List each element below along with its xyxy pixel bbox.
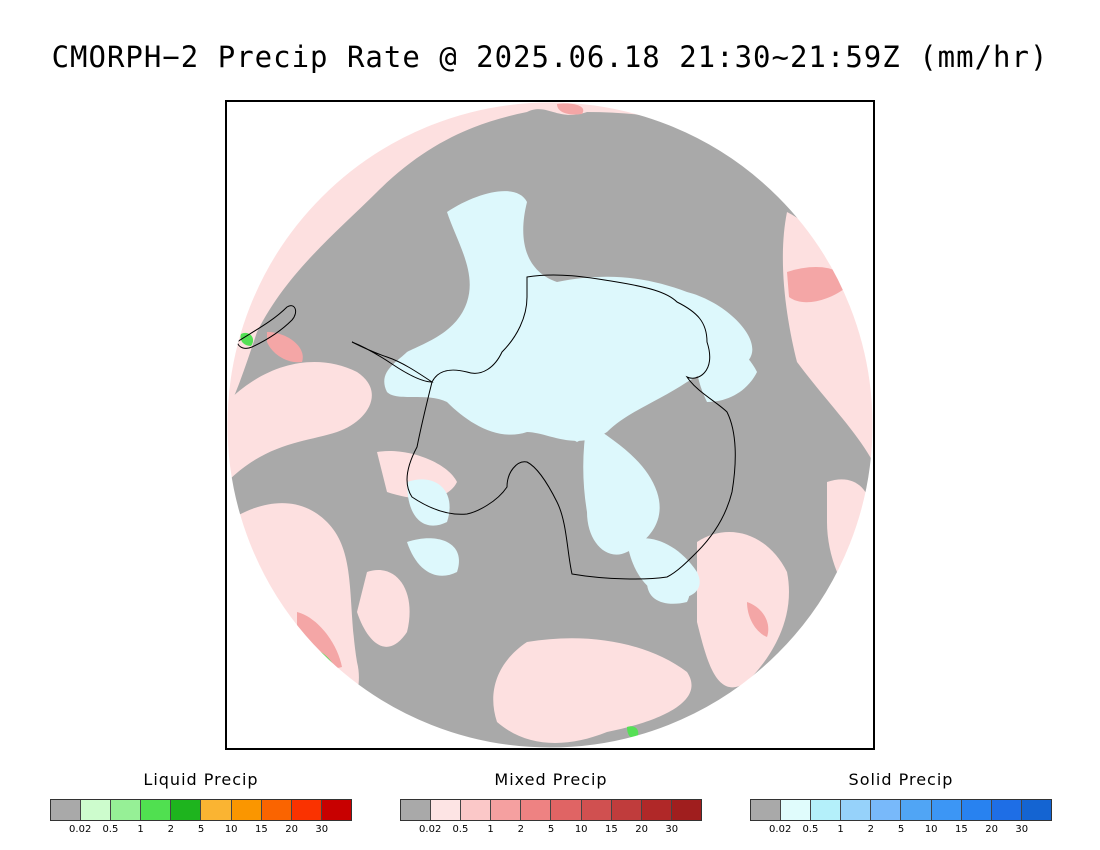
legend-tick-label: 30 [1015,824,1029,835]
legend-tick-label: 20 [635,824,648,835]
legend-swatch [401,800,432,820]
legend-tick-label: 20 [985,824,998,835]
legend-solid-title: Solid Precip [848,770,954,789]
legend-swatch [171,800,202,820]
legend-swatch [931,800,962,820]
legend-swatch [491,800,522,820]
legend-liquid: Liquid Precip 0.02 0.5 1 2 5 10 15 20 30 [50,770,352,838]
legend-swatch [321,800,351,820]
legend-swatch [111,800,142,820]
legend-swatch [291,800,322,820]
legend-swatch [991,800,1022,820]
legend-swatch [841,800,872,820]
legend-tick-label: 15 [255,824,268,835]
legend-swatch [1021,800,1051,820]
legend-mixed: Mixed Precip 0.02 0.5 1 2 5 10 15 20 30 [400,770,702,838]
map-canvas [227,102,873,748]
legend-tick-label: 15 [605,824,618,835]
legend-swatch [521,800,552,820]
legend-tick-label: 0.5 [102,824,119,835]
legend-tick-label: 10 [574,824,588,835]
legend-tick-label: 1 [837,824,844,835]
legend-swatch [141,800,172,820]
legend-tick-label: 1 [487,824,494,835]
legend-swatch [551,800,582,820]
legend-tick-label: 2 [517,824,524,835]
map-disk [227,102,873,748]
legend-tick-label: 5 [197,824,205,835]
polar-map [225,100,875,750]
legend-swatch [671,800,701,820]
legend-tick-label: 10 [924,824,938,835]
legend-solid-colorbar [750,799,1052,821]
legend-liquid-colorbar [50,799,352,821]
legend-liquid-title: Liquid Precip [143,770,259,789]
legend-swatch [781,800,812,820]
legend-tick-label: 20 [285,824,298,835]
chart-title: CMORPH−2 Precip Rate @ 2025.06.18 21:30~… [51,40,1049,74]
antarctica-coastline [406,274,736,580]
legend-swatch [81,800,112,820]
legend-swatch [611,800,642,820]
legend-swatch [901,800,932,820]
legend-swatch [871,800,902,820]
legend-swatch [201,800,232,820]
legend-tick-label: 5 [547,824,555,835]
legend-tick-label: 30 [315,824,329,835]
legend-tick-label: 15 [955,824,968,835]
legend-tick-label: 30 [665,824,679,835]
legend-tick-label: 2 [167,824,174,835]
south-america-coastline [236,305,297,349]
legend-tick-label: 10 [224,824,238,835]
legend-swatch [811,800,842,820]
legend-swatch [581,800,612,820]
legend-solid: Solid Precip 0.02 0.5 1 2 5 10 15 20 30 [750,770,1052,838]
legend-mixed-ticks: 0.02 0.5 1 2 5 10 15 20 30 [400,824,702,838]
solid-precip-regions [384,191,757,604]
legend-mixed-colorbar [400,799,702,821]
legend-tick-label: 0.02 [419,824,442,835]
legend-tick-label: 2 [867,824,874,835]
legend-tick-label: 0.5 [802,824,819,835]
antarctic-peninsula-coastline [351,341,434,383]
legend-tick-label: 5 [897,824,905,835]
legend-swatch [461,800,492,820]
legend-tick-label: 0.02 [69,824,92,835]
legend-swatch [261,800,292,820]
legend-swatch [961,800,992,820]
legend-tick-label: 0.5 [452,824,469,835]
legend-solid-ticks: 0.02 0.5 1 2 5 10 15 20 30 [750,824,1052,838]
legend-tick-label: 0.02 [769,824,792,835]
legend-tick-label: 1 [137,824,144,835]
legend-swatch [641,800,672,820]
legend-swatch [431,800,462,820]
legend-swatch [231,800,262,820]
legend-swatch [51,800,82,820]
legend-mixed-title: Mixed Precip [494,770,608,789]
legend-swatch [751,800,782,820]
mixed-precip-moderate-regions [267,103,847,668]
legend-liquid-ticks: 0.02 0.5 1 2 5 10 15 20 30 [50,824,352,838]
